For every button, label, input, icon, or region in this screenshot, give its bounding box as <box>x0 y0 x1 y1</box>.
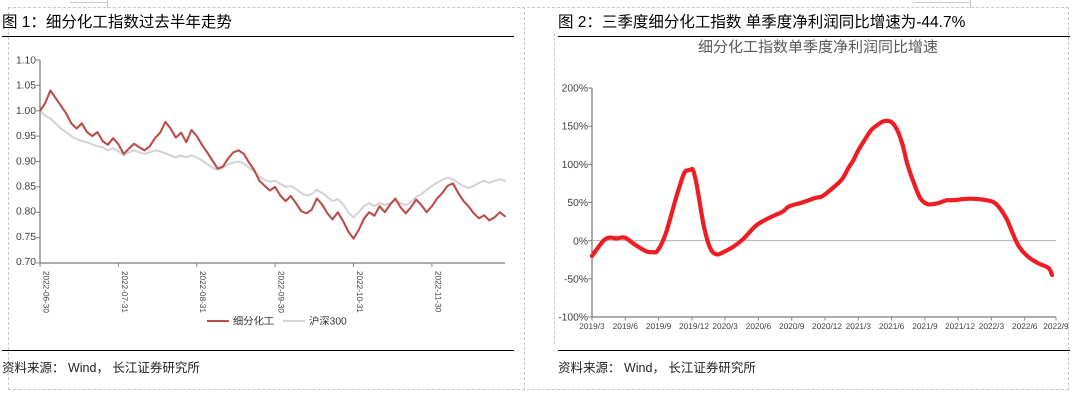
svg-text:2019/9: 2019/9 <box>646 321 672 331</box>
svg-text:150%: 150% <box>562 122 588 133</box>
svg-text:2022/3: 2022/3 <box>979 321 1005 331</box>
svg-text:2022/6: 2022/6 <box>1012 321 1038 331</box>
svg-text:50%: 50% <box>567 198 588 209</box>
svg-text:细分化工指数单季度净利润同比增速: 细分化工指数单季度净利润同比增速 <box>698 39 938 56</box>
svg-text:2019/6: 2019/6 <box>613 321 639 331</box>
svg-text:1.05: 1.05 <box>16 81 36 92</box>
svg-text:2021/9: 2021/9 <box>912 321 938 331</box>
svg-text:0.90: 0.90 <box>16 156 36 167</box>
svg-text:1.00: 1.00 <box>16 106 36 117</box>
svg-text:2020/3: 2020/3 <box>712 321 738 331</box>
svg-text:细分化工: 细分化工 <box>233 316 274 328</box>
svg-text:200%: 200% <box>562 84 588 95</box>
svg-text:2019/12: 2019/12 <box>679 321 709 331</box>
svg-text:0.75: 0.75 <box>16 232 36 243</box>
svg-text:2022-10-31: 2022-10-31 <box>355 271 364 313</box>
svg-text:2022/9: 2022/9 <box>1043 321 1069 331</box>
svg-text:2020/12: 2020/12 <box>812 321 842 331</box>
svg-text:2020/9: 2020/9 <box>779 321 805 331</box>
svg-text:沪深300: 沪深300 <box>309 316 347 328</box>
svg-text:0%: 0% <box>573 236 588 247</box>
svg-text:2021/6: 2021/6 <box>879 321 905 331</box>
svg-text:2022-08-31: 2022-08-31 <box>198 271 207 313</box>
svg-text:-50%: -50% <box>564 275 588 286</box>
svg-text:2021/3: 2021/3 <box>846 321 872 331</box>
svg-text:2022-09-30: 2022-09-30 <box>277 271 286 313</box>
svg-text:2022-07-31: 2022-07-31 <box>120 271 129 313</box>
svg-text:2022-06-30: 2022-06-30 <box>42 271 51 313</box>
svg-text:2021/12: 2021/12 <box>945 321 975 331</box>
svg-text:2020/6: 2020/6 <box>746 321 772 331</box>
svg-text:2019/3: 2019/3 <box>579 321 605 331</box>
svg-text:0.85: 0.85 <box>16 182 36 193</box>
svg-text:100%: 100% <box>562 160 588 171</box>
svg-text:0.70: 0.70 <box>16 257 36 268</box>
svg-text:0.80: 0.80 <box>16 207 36 218</box>
svg-text:1.10: 1.10 <box>16 56 36 67</box>
svg-text:2022-11-30: 2022-11-30 <box>433 271 442 313</box>
svg-text:0.95: 0.95 <box>16 131 36 142</box>
